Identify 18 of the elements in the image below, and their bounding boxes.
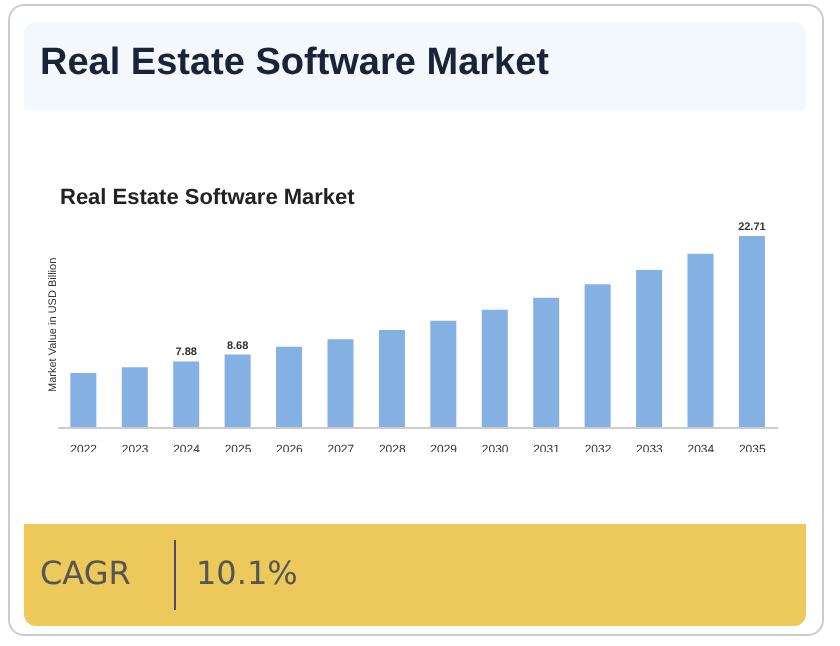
bar bbox=[276, 346, 303, 428]
bar bbox=[584, 284, 611, 428]
bar bbox=[430, 320, 457, 428]
bar bbox=[481, 309, 508, 428]
bar bbox=[738, 236, 765, 428]
bar bbox=[636, 269, 663, 428]
chart-title: Real Estate Software Market bbox=[40, 42, 549, 86]
bar bbox=[533, 297, 560, 428]
chart-subtitle: Real Estate Software Market bbox=[60, 186, 355, 210]
bar bbox=[224, 354, 251, 428]
bar bbox=[378, 329, 405, 428]
bar bbox=[327, 339, 354, 428]
text: CAGR bbox=[40, 554, 131, 592]
bar bbox=[173, 361, 200, 428]
bar bbox=[121, 367, 148, 428]
bar bbox=[687, 253, 714, 428]
bar bbox=[70, 373, 97, 428]
text: 10.1% bbox=[196, 554, 298, 592]
